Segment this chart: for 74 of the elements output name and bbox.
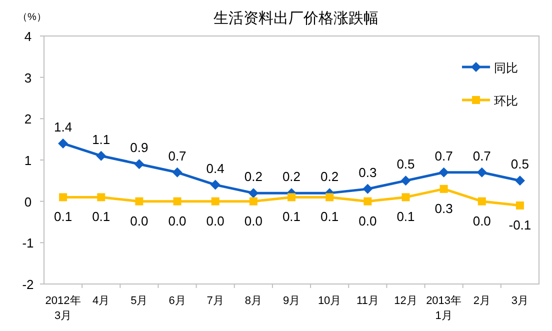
point xyxy=(96,150,106,161)
data-label: 0.1 xyxy=(320,209,339,224)
y-tick-label: 4 xyxy=(24,29,32,44)
x-tick-label: 11月 xyxy=(356,295,379,307)
y-tick-label: -1 xyxy=(22,236,34,251)
point xyxy=(440,184,448,193)
data-label: 0.5 xyxy=(396,156,415,172)
data-label: 0.1 xyxy=(282,209,301,224)
point xyxy=(248,188,258,198)
x-tick-label: 6月 xyxy=(168,295,186,307)
data-label: 0.2 xyxy=(320,169,339,184)
data-label: 0.0 xyxy=(206,213,224,228)
data-label: 0.1 xyxy=(396,209,415,224)
data-label: 0.7 xyxy=(168,148,186,164)
point xyxy=(173,197,182,206)
point xyxy=(97,193,106,202)
point xyxy=(402,193,410,202)
x-tick-label: 4月 xyxy=(92,295,110,307)
point xyxy=(438,167,449,178)
point xyxy=(362,184,373,194)
point xyxy=(476,167,487,178)
x-tick-label: 12月 xyxy=(394,295,418,307)
point xyxy=(210,180,220,190)
point xyxy=(59,193,68,202)
data-label: 0.0 xyxy=(472,213,491,228)
point xyxy=(514,176,525,186)
data-label: 0.0 xyxy=(130,213,148,228)
y-tick-label: 0 xyxy=(24,194,32,210)
x-tick-label: 2月 xyxy=(473,295,490,307)
legend-label: 同比 xyxy=(494,61,518,75)
point xyxy=(134,159,144,170)
data-label: 0.9 xyxy=(130,140,148,156)
legend-label: 环比 xyxy=(494,94,518,108)
x-tick-label: 10月 xyxy=(318,295,342,307)
data-label: 0.0 xyxy=(358,213,377,228)
point xyxy=(478,197,486,206)
point xyxy=(172,167,182,178)
point xyxy=(400,176,411,186)
data-label: 0.4 xyxy=(206,160,224,176)
data-label: 0.3 xyxy=(358,164,377,180)
x-tick-label: 2013年 1月 xyxy=(426,295,462,322)
data-label: 1.1 xyxy=(92,132,110,147)
y-tick-label: 1 xyxy=(24,153,32,168)
data-label: -0.1 xyxy=(508,217,532,232)
data-label: 0.1 xyxy=(92,209,110,224)
x-tick-label: 5月 xyxy=(130,295,148,307)
point xyxy=(249,197,258,206)
point xyxy=(211,197,220,206)
x-tick-label: 8月 xyxy=(244,295,262,307)
x-tick-label: 9月 xyxy=(282,295,300,307)
point xyxy=(326,193,334,202)
data-label: 0.2 xyxy=(244,169,262,184)
x-tick-label: 2012年 3月 xyxy=(45,295,81,322)
point xyxy=(288,193,296,202)
y-tick-label: -2 xyxy=(22,277,34,292)
y-axis-title: （%） xyxy=(18,12,46,23)
point xyxy=(135,197,144,206)
y-tick-label: 3 xyxy=(24,70,32,86)
data-label: 0.2 xyxy=(282,169,301,184)
data-label: 0.1 xyxy=(54,209,72,224)
data-label: 0.7 xyxy=(434,148,453,164)
data-label: 0.3 xyxy=(434,200,453,216)
data-label: 1.4 xyxy=(54,119,72,134)
x-tick-label: 7月 xyxy=(206,295,224,307)
x-tick-label: 3月 xyxy=(511,295,529,307)
data-label: 0.5 xyxy=(510,156,529,172)
point xyxy=(364,197,372,206)
data-label: 0.7 xyxy=(472,148,491,164)
point xyxy=(516,201,524,210)
chart-title: 生活资料出厂价格涨跌幅 xyxy=(214,10,378,27)
y-tick-label: 2 xyxy=(24,112,32,127)
data-label: 0.0 xyxy=(168,213,186,228)
data-label: 0.0 xyxy=(244,213,262,228)
point xyxy=(58,138,68,148)
